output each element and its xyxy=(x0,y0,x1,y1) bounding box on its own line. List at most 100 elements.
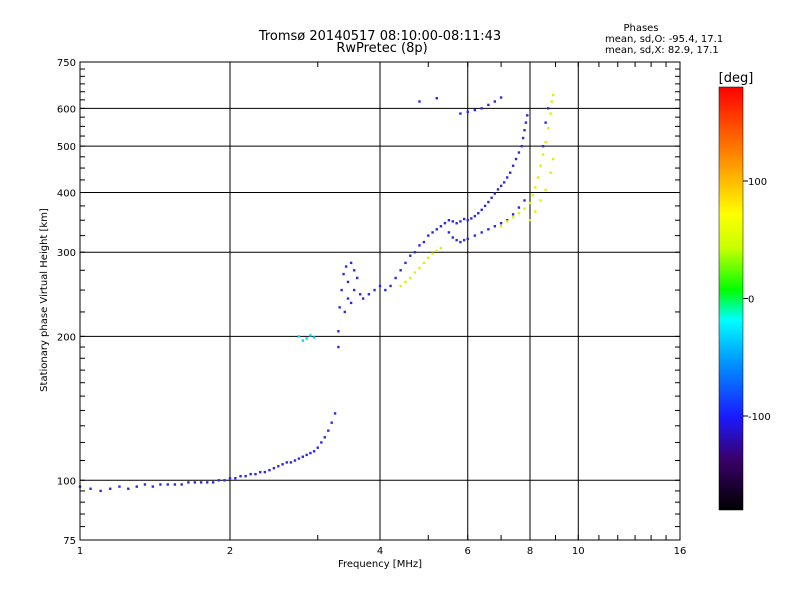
data-point xyxy=(431,231,434,234)
data-point xyxy=(263,470,267,474)
data-point xyxy=(99,489,102,493)
data-point xyxy=(443,222,447,225)
data-point xyxy=(323,436,327,439)
y-tick-label: 500 xyxy=(57,142,76,153)
data-point xyxy=(544,121,547,124)
data-point xyxy=(297,457,301,460)
data-point xyxy=(352,269,356,272)
data-point xyxy=(305,453,308,457)
x-tick-label: 4 xyxy=(377,546,383,557)
data-point xyxy=(346,297,350,300)
data-point xyxy=(462,238,466,242)
data-point xyxy=(477,212,480,215)
data-point xyxy=(394,276,397,280)
data-point xyxy=(358,293,362,296)
data-point xyxy=(320,441,323,444)
data-point xyxy=(523,199,526,202)
data-point xyxy=(244,474,247,478)
y-axis-label: Stationary phase Virtual Height [km] xyxy=(39,208,50,392)
data-point xyxy=(451,236,455,239)
data-point xyxy=(511,164,515,167)
data-point xyxy=(539,164,542,167)
data-point xyxy=(109,487,112,490)
data-point xyxy=(466,110,469,114)
data-point xyxy=(249,472,252,476)
data-point xyxy=(473,108,477,112)
x-tick-label: 10 xyxy=(572,546,585,557)
data-point xyxy=(466,237,469,241)
data-point xyxy=(499,225,503,228)
data-point xyxy=(340,288,343,292)
data-point xyxy=(487,228,490,231)
data-point xyxy=(413,271,417,274)
data-point xyxy=(404,280,407,284)
data-point xyxy=(496,188,500,191)
data-point xyxy=(378,284,382,288)
data-point xyxy=(333,412,337,415)
data-point xyxy=(523,128,526,132)
data-point xyxy=(301,455,305,458)
data-point xyxy=(427,234,430,237)
data-point xyxy=(447,219,451,222)
data-point xyxy=(373,288,376,292)
data-point xyxy=(289,461,293,464)
grid xyxy=(80,62,680,540)
data-point xyxy=(470,217,473,220)
data-point xyxy=(187,481,190,484)
data-point xyxy=(490,196,493,199)
data-point xyxy=(427,256,430,260)
colorbar xyxy=(718,86,744,511)
data-point xyxy=(508,171,512,174)
data-point xyxy=(431,252,434,255)
data-point xyxy=(517,212,521,215)
x-tick-label: 8 xyxy=(527,546,533,557)
data-point xyxy=(541,153,545,156)
x-tick-label: 1 xyxy=(77,546,83,557)
x-tick-label: 16 xyxy=(674,546,687,557)
data-point xyxy=(480,231,483,234)
data-point xyxy=(173,483,177,486)
data-point xyxy=(499,222,503,225)
data-points xyxy=(78,93,555,493)
data-point xyxy=(346,280,350,284)
data-point xyxy=(297,335,301,338)
data-point xyxy=(544,140,547,144)
data-point xyxy=(384,288,387,292)
data-point xyxy=(455,238,458,242)
data-point xyxy=(549,112,552,115)
data-point xyxy=(143,483,147,486)
colorbar-label: [deg] xyxy=(719,71,754,86)
data-point xyxy=(422,240,426,244)
data-point xyxy=(89,487,92,490)
data-point xyxy=(228,477,232,480)
data-point xyxy=(118,485,121,488)
x-tick-label: 2 xyxy=(227,546,233,557)
chart-subtitle: RwPretec (8p) xyxy=(336,41,427,56)
data-point xyxy=(342,272,345,276)
data-point xyxy=(344,265,348,268)
data-point xyxy=(389,284,392,288)
data-point xyxy=(521,136,525,140)
data-point xyxy=(399,284,402,288)
data-point xyxy=(349,261,353,265)
data-point xyxy=(337,345,340,349)
data-point xyxy=(343,310,347,314)
data-point xyxy=(312,450,316,453)
data-point xyxy=(409,254,412,257)
data-point xyxy=(159,483,162,486)
data-point xyxy=(404,261,407,265)
data-point xyxy=(447,231,451,234)
data-point xyxy=(180,483,183,486)
data-point xyxy=(277,465,280,468)
data-point xyxy=(285,461,288,464)
data-point xyxy=(520,144,523,148)
data-point xyxy=(352,288,356,292)
data-point xyxy=(217,479,221,482)
data-point xyxy=(459,112,462,115)
data-point xyxy=(493,100,497,103)
data-point xyxy=(268,468,271,472)
data-point xyxy=(312,336,316,339)
data-point xyxy=(551,93,555,97)
y-tick-label: 100 xyxy=(57,476,76,487)
